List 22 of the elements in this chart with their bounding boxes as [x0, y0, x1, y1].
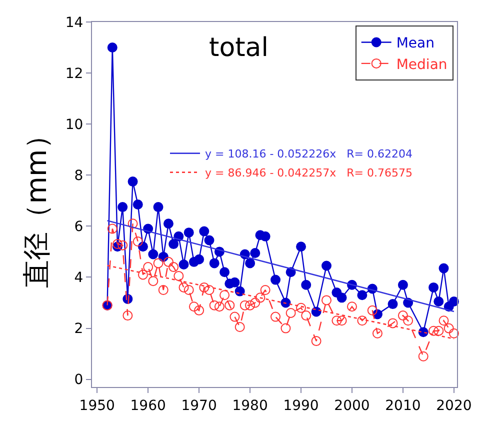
- legend-label: y = 108.16 - 0.052226x R= 0.62204: [205, 148, 413, 161]
- chart-title: total: [209, 33, 268, 63]
- y-axis-title: 直径（mm）: [20, 121, 54, 288]
- x-tick-label: 1950: [79, 398, 115, 414]
- y-tick-label: 6: [74, 219, 84, 236]
- x-tick-label: 1990: [283, 398, 319, 414]
- x-tick-label: 2000: [334, 398, 370, 414]
- y-tick-label: 0: [74, 372, 84, 388]
- legend-label: Median: [396, 56, 448, 73]
- legend-label: Mean: [396, 36, 435, 52]
- y-tick-label: 8: [74, 168, 84, 184]
- y-tick-label: 10: [65, 117, 84, 133]
- x-tick-label: 1980: [232, 398, 268, 414]
- x-tick-label: 1960: [130, 398, 166, 414]
- x-tick-label: 2020: [436, 398, 472, 414]
- y-tick-label: 14: [65, 14, 84, 31]
- x-tick-label: 2010: [385, 398, 421, 414]
- y-tick-label: 4: [74, 270, 84, 286]
- legend-label: y = 86.946 - 0.042257x R= 0.76575: [205, 166, 413, 180]
- y-tick-label: 12: [65, 66, 84, 82]
- y-tick-label: 2: [74, 321, 84, 338]
- x-tick-label: 1970: [181, 398, 217, 414]
